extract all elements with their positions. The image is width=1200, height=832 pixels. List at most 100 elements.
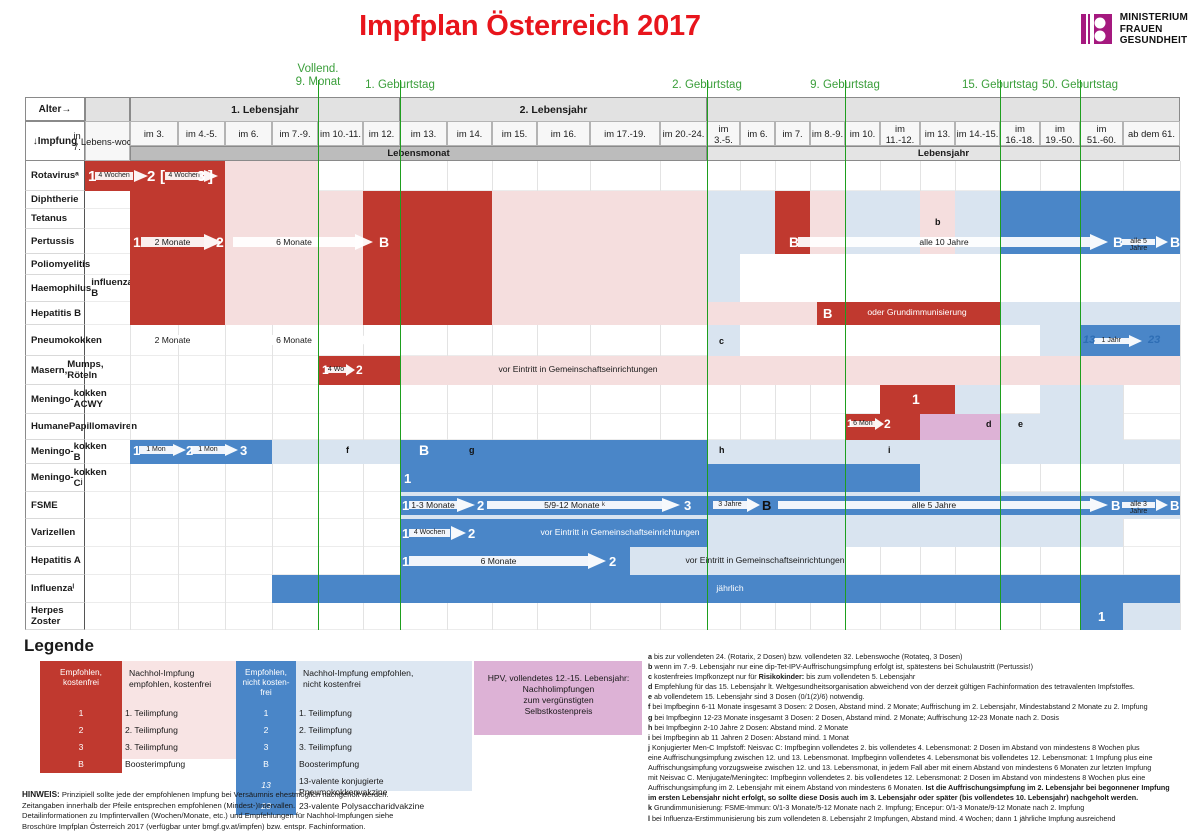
logo-line-2: GESUNDHEIT [1119, 35, 1188, 46]
column-header: im 3. [130, 121, 178, 146]
legend-red-item: Boosterimpfung [125, 759, 186, 769]
column-divider [1180, 161, 1181, 630]
schedule-bar [707, 519, 1123, 547]
row-label: Varizellen [25, 519, 85, 547]
dose-marker: f [346, 444, 349, 455]
legend-blue-header: Empfohlen, nicht kosten-frei [236, 661, 296, 705]
bar-annotation: oder Grundimmunisierung [867, 307, 967, 317]
schedule-bar [740, 325, 1040, 356]
column-header: im 20.-24. [660, 121, 707, 146]
dose-marker: 1 [404, 470, 412, 486]
interval-arrow: 1 Jahr [1094, 335, 1142, 347]
dose-marker: 1 [402, 497, 410, 513]
period-band: Lebensmonat [130, 146, 707, 161]
footnote-line: Auffrischungsimpfung vorzugsweise zwisch… [648, 763, 1152, 773]
schedule-bar [1080, 603, 1123, 630]
dose-marker: 2 [609, 553, 617, 569]
interval-label: 3 Jahre [718, 500, 742, 508]
column-divider [660, 161, 661, 630]
interval-label: 6 Mon [853, 419, 873, 427]
interval-arrow: alle 10 Jahre [798, 234, 1108, 251]
milestone-line [845, 80, 847, 630]
legend-blue-item: 3. Teilimpfung [299, 742, 352, 752]
dose-marker: b [935, 216, 941, 227]
row-label: Masern, Mumps, Röteln [25, 356, 104, 385]
group-header-spacer-right [707, 97, 1180, 121]
column-divider [130, 161, 131, 630]
row-label: Meningo-kokken ACWY [25, 385, 107, 414]
interval-arrow: 1 Mon [191, 444, 238, 457]
interval-label: 4 Wo [327, 365, 345, 373]
legend-red-key: 2 [40, 722, 122, 739]
dose-marker: 2 [884, 417, 891, 431]
column-header: im 4.-5. [178, 121, 225, 146]
page-title: Impfplan Österreich 2017 [359, 10, 701, 42]
schedule-bar [1000, 414, 1040, 440]
schedule-bar [363, 191, 492, 325]
column-header: im 6. [225, 121, 272, 146]
dose-marker: 13 [1083, 333, 1096, 346]
ministry-logo-text: MINISTERIUM FRAUEN GESUNDHEIT [1120, 12, 1188, 47]
bar-annotation: vor Eintritt in Gemeinschaftseinrichtung… [540, 527, 700, 537]
interval-label: alle 5 Jahre [1129, 237, 1148, 252]
row-label: Influenzaˡ [25, 575, 85, 603]
interval-label: alle 5 Jahre [911, 499, 957, 510]
logo-line-1: FRAUEN [1119, 23, 1163, 35]
dose-marker: c [719, 335, 725, 346]
logo-line-0: MINISTERIUM [1119, 12, 1188, 23]
dose-marker: d [986, 418, 992, 429]
interval-label: 6 Monate [276, 334, 312, 345]
column-header: im 10.-11. [318, 121, 363, 146]
legend-blue-item: 13-valente konjugierte Pneumokokkenvakzin… [299, 776, 388, 797]
column-divider [272, 161, 273, 630]
dose-marker: 3 [197, 167, 206, 185]
interval-label: 4 Wochen [98, 171, 130, 179]
dose-marker: B [419, 442, 430, 458]
interval-label: 2 Monate [154, 334, 191, 345]
footnote-line: g bei Impfbeginn 12-23 Monate insgesamt … [648, 712, 1059, 722]
legend-blue-key: 1 [236, 705, 296, 722]
hinweis-line: HINWEIS: Prinzipiell sollte jede der emp… [22, 790, 389, 799]
column-header: im 7.-9. [272, 121, 318, 146]
footnotes: a bis zur vollendeten 24. (Rotarix, 2 Do… [648, 652, 1196, 824]
schedule-bar [955, 385, 1000, 414]
interval-label: 6 Monate [480, 555, 517, 566]
footnote-line: d Empfehlung für das 15. Lebensjahr lt. … [648, 682, 1135, 692]
interval-arrow: alle 5 Jahre [1122, 236, 1168, 252]
interval-label: 1-3 Monate [411, 499, 455, 510]
column-divider [740, 161, 741, 630]
row-divider [85, 439, 1180, 440]
interval-arrow: 1 Mon [139, 444, 186, 457]
legend-red-key: 1 [40, 705, 122, 722]
column-header: im 16. [537, 121, 590, 146]
interval-label: 4 Wochen [168, 171, 200, 179]
dose-marker: 1 [133, 234, 141, 250]
column-header: im 13. [400, 121, 447, 146]
dose-marker: 23 [1148, 333, 1161, 346]
row-label: Hepatitis B [25, 302, 85, 325]
interval-arrow: 5/9-12 Monate ᵏ [487, 498, 680, 512]
interval-arrow: alle 3 Jahre [1122, 499, 1168, 515]
dose-marker: B [823, 305, 833, 321]
row-divider [85, 413, 1180, 414]
interval-label: 1 Jahr [1101, 336, 1122, 344]
hinweis-line: Broschüre Impfplan Österreich 2017 (verf… [22, 821, 366, 831]
age-axis-corner: Alter→ [25, 97, 85, 121]
interval-arrow: alle 5 Jahre [778, 498, 1108, 512]
schedule-bar [130, 191, 225, 325]
dose-marker: 2 [216, 332, 224, 348]
interval-arrow: 2 Monate [141, 332, 222, 349]
vaccine-axis-corner: ↓Impfung [25, 121, 85, 161]
schedule-bar [400, 356, 1180, 385]
dose-marker: 1 [912, 391, 920, 407]
column-header: im 8.-9. [810, 121, 845, 146]
legend-red-key: 3 [40, 739, 122, 756]
interval-label: 2 Monate [154, 236, 191, 247]
schedule-bar [740, 254, 1180, 275]
legend-red-description: Nachhol-Impfung empfohlen, kostenfrei [122, 661, 236, 705]
row-label: Hepatitis A [25, 547, 85, 575]
dose-marker: 1 [133, 442, 141, 458]
dose-marker: 1 [322, 363, 329, 377]
column-divider [363, 161, 364, 630]
dose-marker: g [469, 444, 475, 455]
